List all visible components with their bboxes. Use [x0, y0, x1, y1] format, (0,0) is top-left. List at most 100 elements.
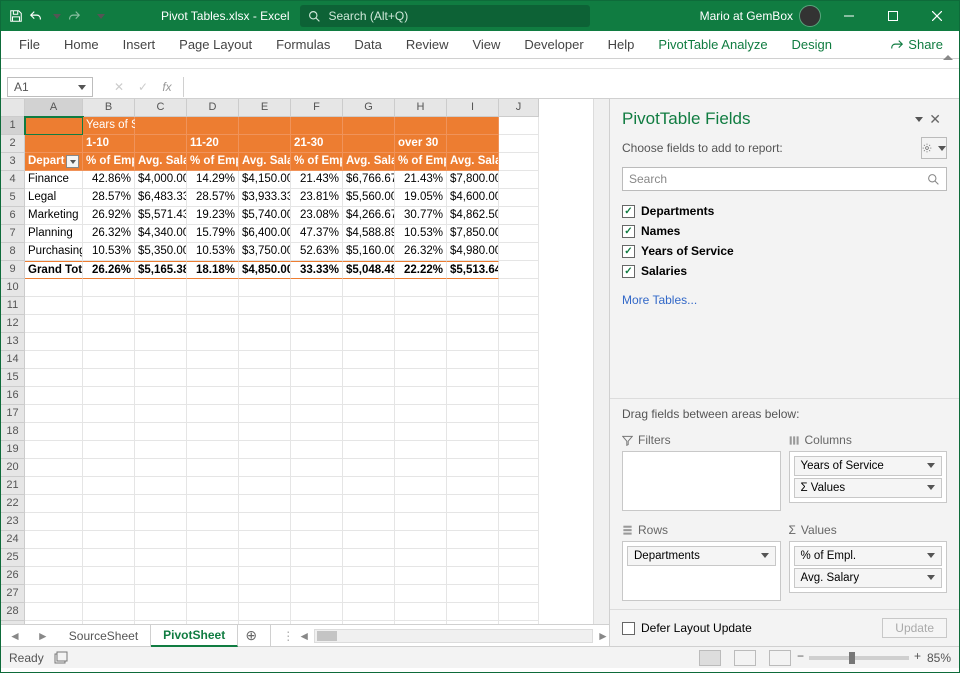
cell-B1[interactable]: Years of Service	[83, 117, 135, 135]
col-hdr-J[interactable]: J	[499, 99, 539, 117]
update-button[interactable]: Update	[882, 618, 947, 638]
defer-checkbox[interactable]	[622, 622, 635, 635]
data-cell[interactable]: $6,766.67	[343, 171, 395, 189]
chip-dropdown-icon[interactable]	[923, 460, 935, 472]
chip-avg-salary[interactable]: Avg. Salary	[794, 568, 943, 588]
dept-cell[interactable]: Finance	[25, 171, 83, 189]
formula-input[interactable]	[183, 77, 959, 97]
page-layout-view-button[interactable]	[734, 650, 756, 666]
account-name[interactable]: Mario at GemBox	[700, 5, 821, 27]
row-hdr-13[interactable]: 13	[1, 333, 25, 351]
pane-menu-icon[interactable]	[911, 112, 923, 126]
col-hdr-G[interactable]: G	[343, 99, 395, 117]
data-cell[interactable]: $4,000.00	[135, 171, 187, 189]
data-cell[interactable]: $5,160.00	[343, 243, 395, 261]
add-sheet-button[interactable]: ⊕	[238, 627, 264, 644]
row-hdr-26[interactable]: 26	[1, 567, 25, 585]
row-hdr-21[interactable]: 21	[1, 477, 25, 495]
data-cell[interactable]: 10.53%	[83, 243, 135, 261]
checkbox-icon[interactable]	[622, 205, 635, 218]
row-filter-dropdown[interactable]	[66, 155, 79, 168]
tab-data[interactable]: Data	[342, 31, 393, 59]
data-cell[interactable]: 47.37%	[291, 225, 343, 243]
data-cell[interactable]: 19.05%	[395, 189, 447, 207]
grand-total-cell[interactable]: $5,513.64	[447, 261, 499, 279]
chip-years-of-service[interactable]: Years of Service	[794, 456, 943, 476]
chip-dropdown-icon[interactable]	[757, 550, 769, 562]
columns-area[interactable]: Columns Years of ServiceΣ Values	[789, 429, 948, 511]
tab-developer[interactable]: Developer	[512, 31, 595, 59]
grand-total-cell[interactable]: 18.18%	[187, 261, 239, 279]
page-break-view-button[interactable]	[769, 650, 791, 666]
data-cell[interactable]: 23.81%	[291, 189, 343, 207]
tab-design[interactable]: Design	[780, 31, 844, 59]
field-departments[interactable]: Departments	[622, 201, 947, 221]
cell-A3[interactable]: Depart	[25, 153, 83, 171]
data-cell[interactable]: $3,750.00	[239, 243, 291, 261]
data-cell[interactable]: 15.79%	[187, 225, 239, 243]
horizontal-scrollbar[interactable]	[314, 629, 593, 643]
cell-A1[interactable]	[25, 117, 83, 135]
data-cell[interactable]: $5,560.00	[343, 189, 395, 207]
tab-pivottable-analyze[interactable]: PivotTable Analyze	[646, 31, 779, 59]
row-hdr-7[interactable]: 7	[1, 225, 25, 243]
gear-icon[interactable]	[921, 137, 947, 159]
data-cell[interactable]: 26.32%	[83, 225, 135, 243]
data-cell[interactable]: $4,150.00	[239, 171, 291, 189]
dept-cell[interactable]: Legal	[25, 189, 83, 207]
col-hdr-H[interactable]: H	[395, 99, 447, 117]
field-names[interactable]: Names	[622, 221, 947, 241]
col-hdr-E[interactable]: E	[239, 99, 291, 117]
chip--of-empl-[interactable]: % of Empl.	[794, 546, 943, 566]
save-icon[interactable]	[9, 9, 23, 23]
vertical-scrollbar[interactable]	[593, 99, 609, 624]
tab-file[interactable]: File	[7, 31, 52, 59]
row-hdr-14[interactable]: 14	[1, 351, 25, 369]
filters-area[interactable]: Filters	[622, 429, 781, 511]
data-cell[interactable]: $3,933.33	[239, 189, 291, 207]
qat-customize-icon[interactable]	[93, 9, 105, 23]
chip-dropdown-icon[interactable]	[923, 482, 935, 494]
row-hdr-9[interactable]: 9	[1, 261, 25, 279]
chip-dropdown-icon[interactable]	[923, 550, 935, 562]
tab-help[interactable]: Help	[596, 31, 647, 59]
sheet-nav-next[interactable]: ►	[29, 629, 57, 643]
field-salaries[interactable]: Salaries	[622, 261, 947, 281]
data-cell[interactable]: 10.53%	[187, 243, 239, 261]
sheet-tab-sourcesheet[interactable]: SourceSheet	[57, 625, 151, 647]
data-cell[interactable]: 23.08%	[291, 207, 343, 225]
row-hdr-20[interactable]: 20	[1, 459, 25, 477]
fx-icon[interactable]: fx	[155, 80, 179, 94]
col-hdr-B[interactable]: B	[83, 99, 135, 117]
row-hdr-6[interactable]: 6	[1, 207, 25, 225]
row-hdr-10[interactable]: 10	[1, 279, 25, 297]
minimize-button[interactable]	[827, 1, 871, 31]
data-cell[interactable]: 19.23%	[187, 207, 239, 225]
ribbon-collapse-indicator[interactable]	[1, 59, 959, 69]
checkbox-icon[interactable]	[622, 265, 635, 278]
data-cell[interactable]: $7,850.00	[447, 225, 499, 243]
data-cell[interactable]: $5,740.00	[239, 207, 291, 225]
data-cell[interactable]: 14.29%	[187, 171, 239, 189]
zoom-slider[interactable]	[809, 656, 909, 660]
row-hdr-15[interactable]: 15	[1, 369, 25, 387]
tab-insert[interactable]: Insert	[111, 31, 168, 59]
col-hdr-D[interactable]: D	[187, 99, 239, 117]
row-hdr-11[interactable]: 11	[1, 297, 25, 315]
data-cell[interactable]: 21.43%	[291, 171, 343, 189]
data-cell[interactable]: 30.77%	[395, 207, 447, 225]
row-hdr-23[interactable]: 23	[1, 513, 25, 531]
data-cell[interactable]: $6,400.00	[239, 225, 291, 243]
row-hdr-27[interactable]: 27	[1, 585, 25, 603]
sheet-nav-prev[interactable]: ◄	[1, 629, 29, 643]
more-tables-link[interactable]: More Tables...	[610, 287, 959, 319]
macro-record-icon[interactable]	[54, 651, 70, 665]
data-cell[interactable]: $4,862.50	[447, 207, 499, 225]
data-cell[interactable]: $4,340.00	[135, 225, 187, 243]
grand-total-cell[interactable]: $4,850.00	[239, 261, 291, 279]
row-hdr-19[interactable]: 19	[1, 441, 25, 459]
grand-total-cell[interactable]: 33.33%	[291, 261, 343, 279]
normal-view-button[interactable]	[699, 650, 721, 666]
row-hdr-5[interactable]: 5	[1, 189, 25, 207]
sheet-tab-pivotsheet[interactable]: PivotSheet	[151, 625, 238, 647]
